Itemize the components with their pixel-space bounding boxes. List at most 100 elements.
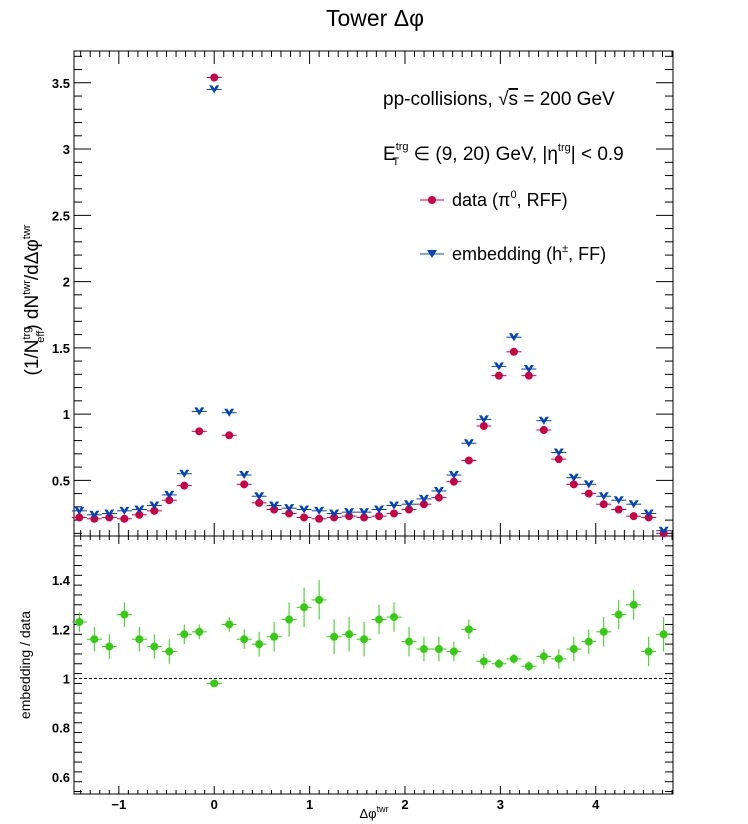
- data-point: [120, 514, 129, 523]
- data-point: [584, 489, 593, 498]
- ratio-point: [150, 642, 159, 651]
- ratio-point: [255, 640, 264, 649]
- embedding-point: [284, 504, 295, 513]
- y-tick-label: 1.5: [52, 341, 70, 356]
- embedding-point: [613, 496, 624, 505]
- legend-data-marker: [428, 196, 436, 204]
- data-point: [150, 506, 159, 515]
- y-tick-label: 1: [63, 672, 70, 687]
- ratio-point: [225, 620, 234, 629]
- embedding-point: [299, 505, 310, 514]
- y-tick-label: 1.2: [52, 622, 70, 637]
- y-tick-label: 0.8: [52, 721, 70, 736]
- data-point: [360, 513, 369, 522]
- data-point: [449, 477, 458, 486]
- data-point: [419, 500, 428, 509]
- embedding-point: [89, 510, 100, 519]
- ratio-point: [449, 647, 458, 656]
- ratio-point: [330, 632, 339, 641]
- data-point: [629, 512, 638, 521]
- ratio-point: [524, 662, 533, 671]
- data-point: [434, 493, 443, 502]
- top-axes: 0.5 1 1.5 2 2.5 3 3.5: [52, 51, 673, 536]
- ratio-point: [165, 647, 174, 656]
- x-tick-label: 2: [401, 797, 408, 812]
- ratio-data-marks: [71, 580, 672, 688]
- embedding-point: [179, 469, 190, 478]
- top-data-marks: [71, 73, 672, 538]
- x-axis-title: Δφtwr: [359, 804, 388, 821]
- ratio-point: [375, 615, 384, 624]
- ratio-point: [569, 645, 578, 654]
- ratio-point: [419, 645, 428, 654]
- embedding-point: [583, 480, 594, 489]
- ratio-point: [180, 630, 189, 639]
- data-point: [614, 505, 623, 514]
- embedding-point: [314, 506, 325, 515]
- ratio-point: [494, 659, 503, 668]
- y-tick-label: 2.5: [52, 208, 70, 223]
- ratio-point: [195, 627, 204, 636]
- embedding-point: [508, 333, 519, 342]
- ratio-point: [210, 679, 219, 688]
- ratio-plot-frame: [73, 535, 674, 795]
- ratio-point: [479, 657, 488, 666]
- legend-embedding-marker: [427, 250, 437, 258]
- ratio-point: [345, 630, 354, 639]
- ratio-point: [120, 610, 129, 619]
- data-point: [315, 514, 324, 523]
- data-point: [375, 512, 384, 521]
- ratio-point: [554, 654, 563, 663]
- data-point: [404, 505, 413, 514]
- embedding-point: [418, 494, 429, 503]
- ratio-point: [629, 600, 638, 609]
- embedding-point: [523, 365, 534, 374]
- ratio-point: [360, 635, 369, 644]
- y-tick-label: 1.4: [52, 573, 71, 588]
- data-point: [255, 498, 264, 507]
- x-tick-label: −1: [111, 797, 126, 812]
- ratio-point: [270, 632, 279, 641]
- y-tick-label: 2: [63, 275, 70, 290]
- embedding-point: [643, 509, 654, 518]
- data-point: [75, 513, 84, 522]
- embedding-point: [149, 501, 160, 510]
- data-point: [554, 455, 563, 464]
- y-tick-label: 0.6: [52, 770, 70, 785]
- data-point: [165, 496, 174, 505]
- ratio-point: [464, 625, 473, 634]
- embedding-point: [74, 506, 85, 515]
- embedding-point: [344, 508, 355, 517]
- top-y-axis-title: (1/Ntrg eff) dNtwr/dΔφtwr: [21, 224, 47, 375]
- ratio-point: [614, 610, 623, 619]
- chart-title: Tower Δφ: [326, 5, 424, 31]
- embedding-point: [359, 508, 370, 517]
- embedding-point: [329, 509, 340, 518]
- ratio-point: [390, 613, 399, 622]
- x-tick-label: 4: [592, 797, 600, 812]
- data-point: [524, 371, 533, 380]
- embedding-point: [374, 505, 385, 514]
- ratio-point: [509, 654, 518, 663]
- collision-annotation: pp-collisions, √s = 200 GeV: [383, 89, 615, 110]
- ratio-point: [75, 618, 84, 626]
- x-tick-label: 0: [211, 797, 218, 812]
- ratio-point: [285, 615, 294, 624]
- x-tick-label: 3: [497, 797, 504, 812]
- embedding-point: [119, 506, 130, 515]
- embedding-point: [254, 492, 265, 501]
- embedding-point: [478, 415, 489, 424]
- embedding-point: [389, 501, 400, 510]
- data-point: [479, 422, 488, 431]
- legend-embedding-label: embedding (h±, FF): [452, 243, 606, 264]
- embedding-point: [209, 85, 220, 94]
- ratio-point: [240, 635, 249, 644]
- data-point: [599, 500, 608, 509]
- ratio-axes: −1 0 1 2 3 4 0.6 0.8 1 1.2 1.4: [52, 535, 673, 812]
- ratio-point: [300, 603, 309, 612]
- embedding-point: [403, 500, 414, 509]
- data-point: [225, 431, 234, 440]
- ratio-point: [644, 647, 653, 656]
- embedding-point: [194, 407, 205, 416]
